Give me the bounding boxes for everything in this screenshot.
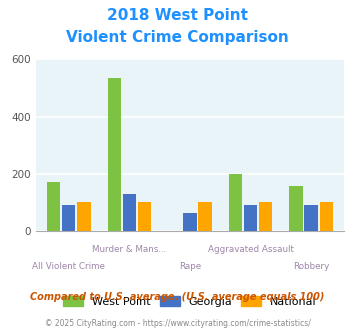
Text: Violent Crime Comparison: Violent Crime Comparison: [66, 30, 289, 45]
Bar: [123, 194, 136, 231]
Text: Compared to U.S. average. (U.S. average equals 100): Compared to U.S. average. (U.S. average …: [30, 292, 325, 302]
Text: © 2025 CityRating.com - https://www.cityrating.com/crime-statistics/: © 2025 CityRating.com - https://www.city…: [45, 319, 310, 328]
Bar: [259, 202, 272, 231]
Text: Murder & Mans...: Murder & Mans...: [92, 245, 166, 254]
Bar: [183, 213, 197, 231]
Text: Aggravated Assault: Aggravated Assault: [208, 245, 294, 254]
Text: All Violent Crime: All Violent Crime: [32, 262, 105, 271]
Legend: West Point, Georgia, National: West Point, Georgia, National: [59, 292, 321, 311]
Text: Robbery: Robbery: [293, 262, 329, 271]
Bar: [47, 182, 60, 231]
Bar: [138, 202, 151, 231]
Bar: [108, 78, 121, 231]
Bar: [244, 205, 257, 231]
Bar: [304, 205, 318, 231]
Bar: [320, 202, 333, 231]
Text: Rape: Rape: [179, 262, 201, 271]
Bar: [198, 202, 212, 231]
Text: 2018 West Point: 2018 West Point: [107, 8, 248, 23]
Bar: [289, 186, 302, 231]
Bar: [77, 202, 91, 231]
Bar: [62, 205, 76, 231]
Bar: [229, 174, 242, 231]
